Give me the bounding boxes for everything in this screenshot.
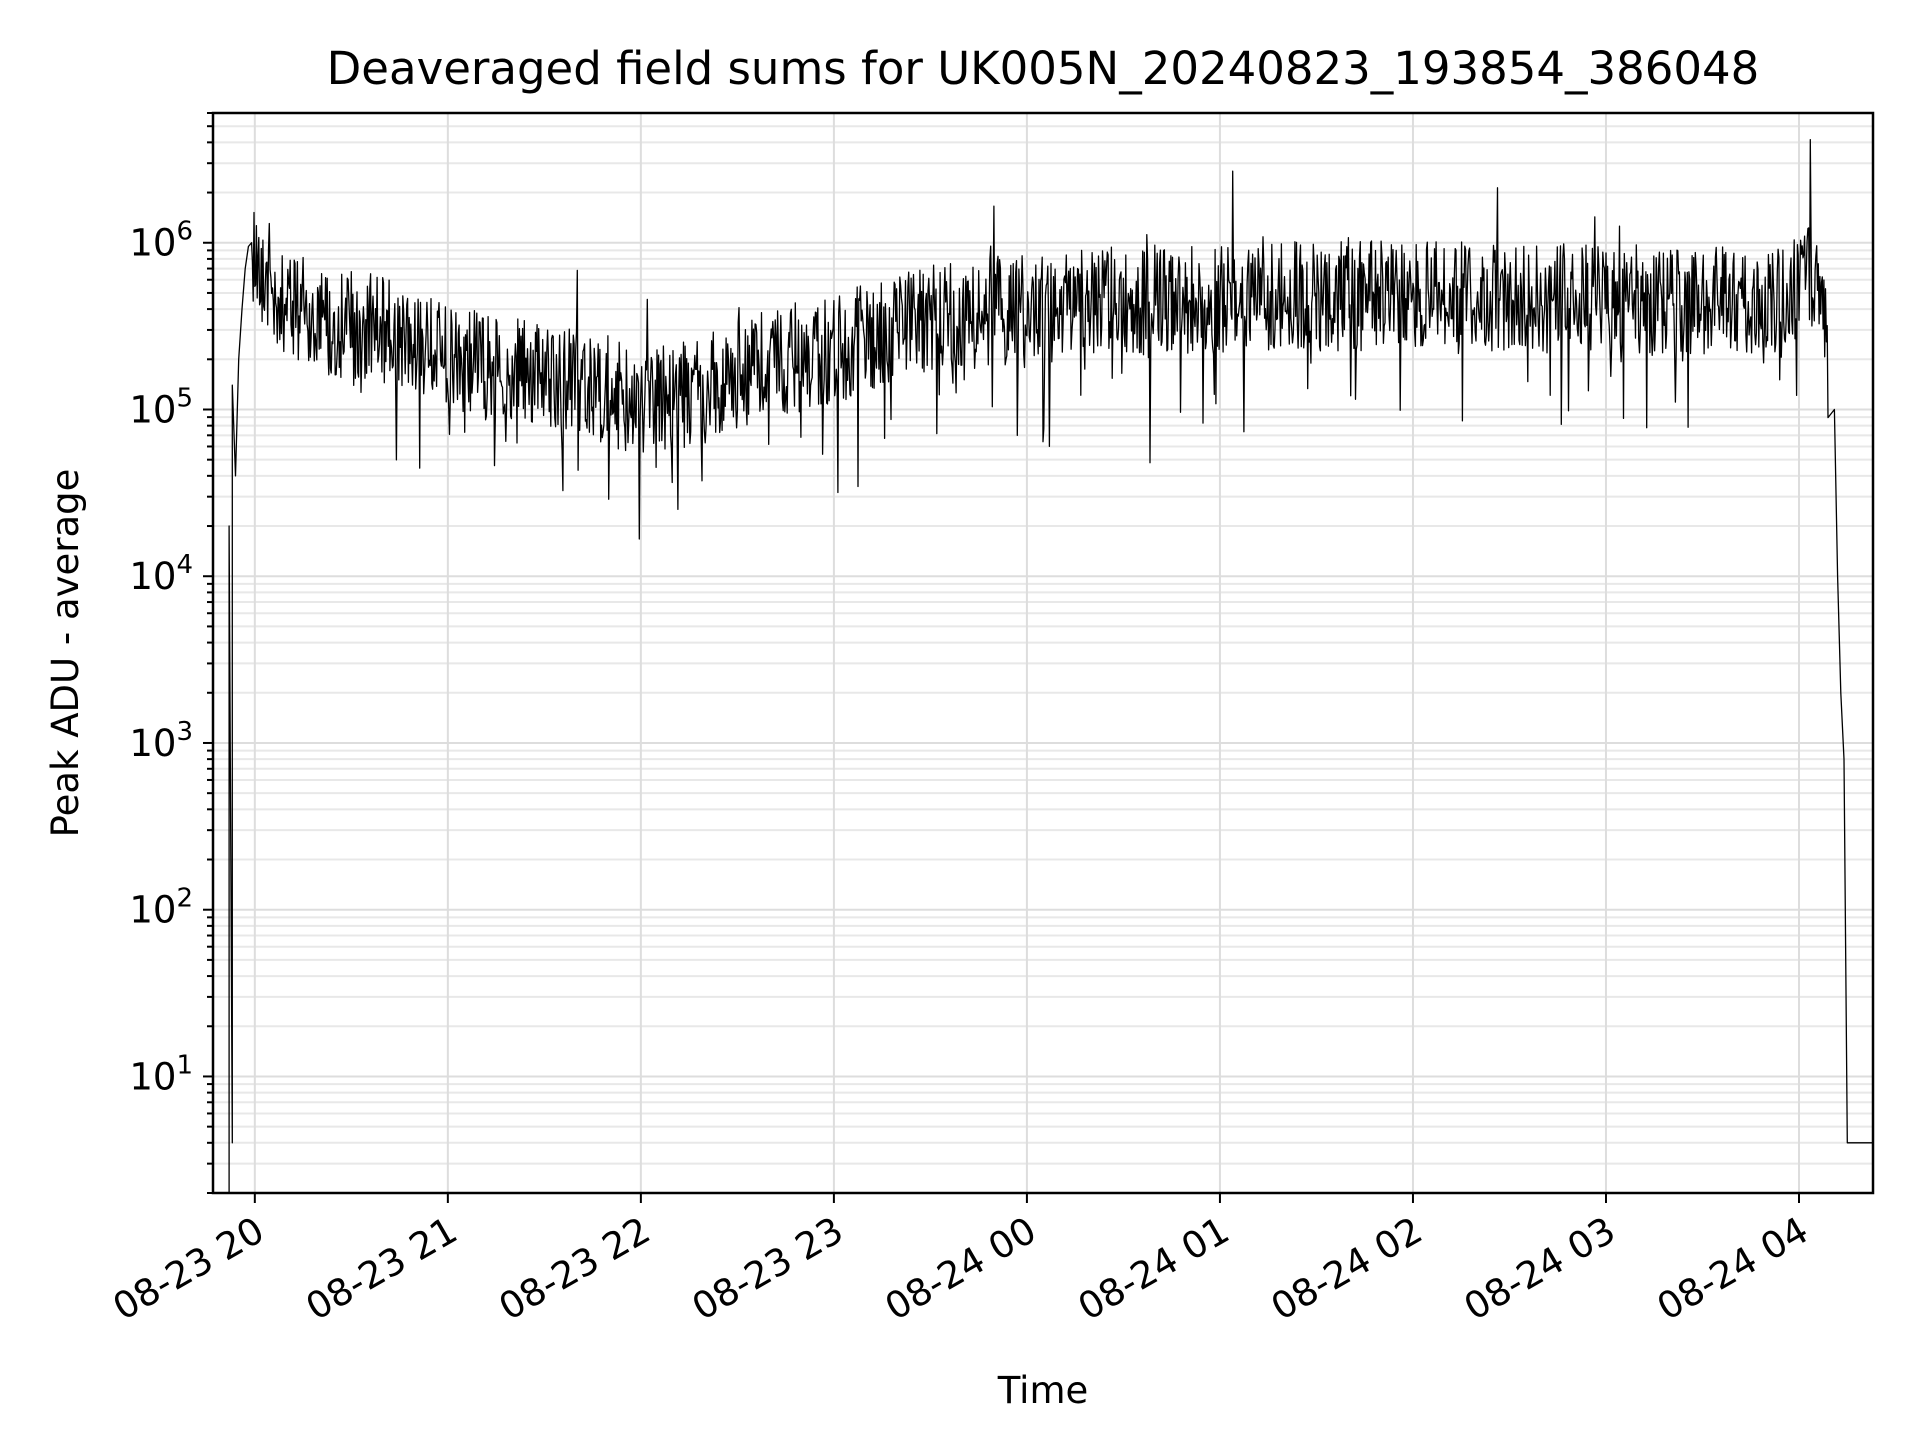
x-tick-label: 08-24 02 [1264, 1209, 1430, 1329]
y-tick-label: 102 [129, 884, 193, 932]
x-tick-label: 08-24 01 [1071, 1209, 1237, 1329]
x-tick-label: 08-24 03 [1457, 1209, 1623, 1329]
x-axis-label: Time [997, 1369, 1089, 1412]
x-tick-label: 08-23 22 [492, 1209, 658, 1329]
x-tick-label: 08-23 23 [685, 1209, 851, 1329]
y-tick-label: 104 [129, 550, 193, 598]
plot-area-frame [211, 111, 1875, 1195]
x-axis: 08-23 20 08-23 21 08-23 22 08-23 23 08-24 00… [106, 1193, 1816, 1329]
grid [213, 112, 1873, 1194]
y-axis: 101 102 103 104 105 106 [129, 112, 213, 1194]
x-tick-label: 08-24 00 [878, 1209, 1044, 1329]
chart-title: Deaveraged field sums for UK005N_2024082… [327, 42, 1760, 95]
x-tick-label: 08-23 20 [106, 1209, 272, 1329]
x-tick-label: 08-23 21 [299, 1209, 465, 1329]
x-tick-label: 08-24 04 [1650, 1209, 1816, 1329]
y-tick-label: 101 [129, 1050, 193, 1098]
y-axis-label: Peak ADU - average [44, 469, 87, 838]
y-tick-label: 105 [129, 383, 193, 431]
series-line [228, 138, 1873, 1193]
y-tick-label: 103 [129, 717, 193, 765]
y-tick-label: 106 [129, 217, 193, 265]
